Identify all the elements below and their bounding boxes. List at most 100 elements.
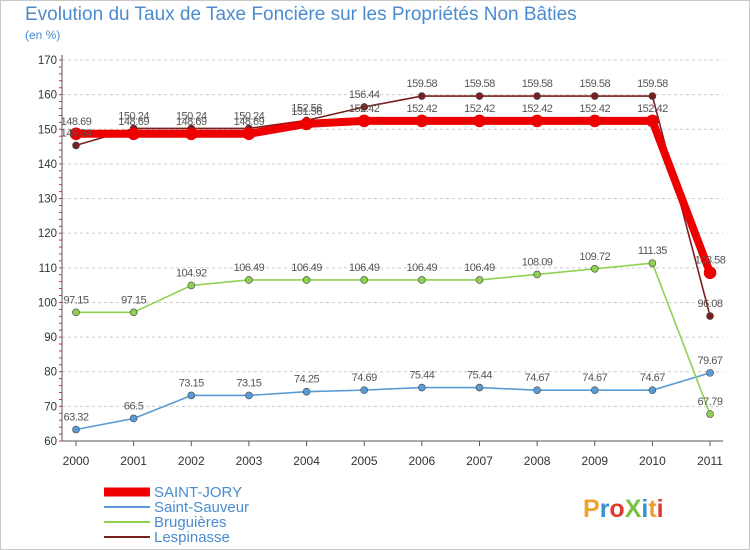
legend-label: SAINT-JORY: [154, 484, 242, 501]
data-point: [475, 383, 484, 392]
y-tick-label: 130: [38, 194, 57, 206]
x-tick-label: 2011: [697, 454, 723, 468]
data-point: [648, 386, 657, 394]
x-tick-label: 2005: [351, 454, 378, 468]
data-label: 106.49: [407, 262, 438, 274]
data-label: 152.42: [637, 103, 668, 115]
y-tick-label: 70: [44, 401, 57, 413]
data-point: [357, 114, 371, 128]
x-tick-label: 2006: [408, 454, 435, 468]
data-point: [706, 369, 714, 377]
data-label: 150.24: [118, 110, 149, 122]
data-label: 159.58: [464, 78, 495, 90]
x-tick-label: 2002: [178, 454, 205, 468]
data-label: 152.42: [349, 103, 380, 115]
data-point: [590, 92, 599, 100]
data-label: 109.72: [579, 251, 610, 263]
data-label: 148.69: [176, 116, 207, 128]
data-label: 159.58: [407, 78, 438, 90]
x-tick-label: 2001: [120, 454, 147, 468]
data-label: 97.15: [121, 294, 146, 306]
y-axis-unit: (en %): [25, 28, 61, 42]
data-label: 111.35: [638, 245, 667, 257]
legend-label: Lespinasse: [154, 529, 230, 546]
data-label: 148.69: [234, 116, 265, 128]
data-point: [590, 386, 599, 394]
data-point: [360, 386, 369, 394]
data-label: 152.42: [464, 103, 495, 115]
data-label: 96.08: [698, 298, 723, 310]
data-label: 106.49: [234, 262, 265, 274]
data-label: 74.67: [525, 372, 550, 384]
data-point: [475, 92, 484, 100]
data-point: [475, 276, 484, 284]
data-label: 104.92: [176, 267, 207, 279]
data-label: 97.15: [63, 294, 88, 306]
data-point: [646, 114, 659, 128]
data-label: 106.49: [464, 262, 495, 274]
data-label: 156.44: [349, 89, 380, 101]
data-label: 150.24: [234, 110, 265, 122]
data-point: [706, 410, 714, 418]
data-label: 106.49: [349, 262, 380, 274]
x-tick-label: 2009: [581, 454, 608, 468]
data-point: [72, 308, 80, 317]
data-point: [530, 114, 544, 128]
data-label: 79.67: [698, 355, 723, 367]
x-tick-label: 2007: [466, 454, 493, 468]
series-line: [76, 262, 711, 415]
data-label: 152.42: [522, 103, 553, 115]
data-point: [127, 127, 140, 141]
y-tick-label: 170: [38, 55, 57, 67]
data-point: [72, 141, 80, 150]
data-label: 145.34: [61, 127, 92, 139]
data-label: 74.69: [352, 372, 377, 384]
data-label: 63.32: [63, 412, 88, 424]
data-point: [648, 259, 657, 267]
data-label: 74.67: [582, 372, 607, 384]
data-point: [187, 391, 196, 400]
y-tick-label: 60: [44, 436, 57, 448]
x-tick-label: 2004: [293, 454, 320, 468]
data-point: [302, 387, 311, 396]
y-tick-label: 110: [39, 263, 57, 275]
brand-logo: ProXiti: [583, 495, 664, 523]
data-point: [69, 127, 83, 141]
data-point: [129, 308, 138, 317]
y-tick-label: 160: [38, 90, 57, 102]
data-point: [242, 127, 256, 141]
data-label: 148.69: [118, 116, 149, 128]
series-line: [75, 95, 711, 317]
data-point: [418, 92, 426, 100]
data-point: [648, 92, 657, 100]
brand-text: ProXiti: [583, 495, 664, 523]
data-label: 74.25: [294, 374, 319, 386]
data-point: [533, 92, 541, 100]
data-label: 67.79: [698, 396, 723, 408]
data-point: [706, 312, 714, 320]
data-point: [360, 103, 369, 111]
legend-label: Saint-Sauveur: [154, 499, 249, 516]
y-tick-label: 90: [44, 332, 57, 344]
data-label: 108.09: [522, 256, 553, 268]
data-point: [418, 276, 426, 284]
data-label: 74.67: [640, 372, 665, 384]
y-tick-label: 80: [44, 367, 57, 379]
data-label: 73.15: [179, 377, 204, 389]
data-point: [418, 383, 426, 392]
data-point: [245, 276, 253, 284]
data-point: [129, 414, 138, 423]
data-point: [300, 117, 313, 131]
data-point: [184, 127, 198, 141]
data-point: [703, 266, 717, 280]
x-tick-label: 2008: [524, 454, 551, 468]
data-point: [473, 114, 486, 128]
series-line: [75, 372, 711, 431]
data-point: [415, 114, 429, 128]
y-tick-label: 150: [38, 124, 57, 136]
data-label: 66.5: [124, 400, 144, 412]
legend-label: Bruguières: [154, 514, 227, 531]
data-label: 148.69: [61, 116, 92, 128]
